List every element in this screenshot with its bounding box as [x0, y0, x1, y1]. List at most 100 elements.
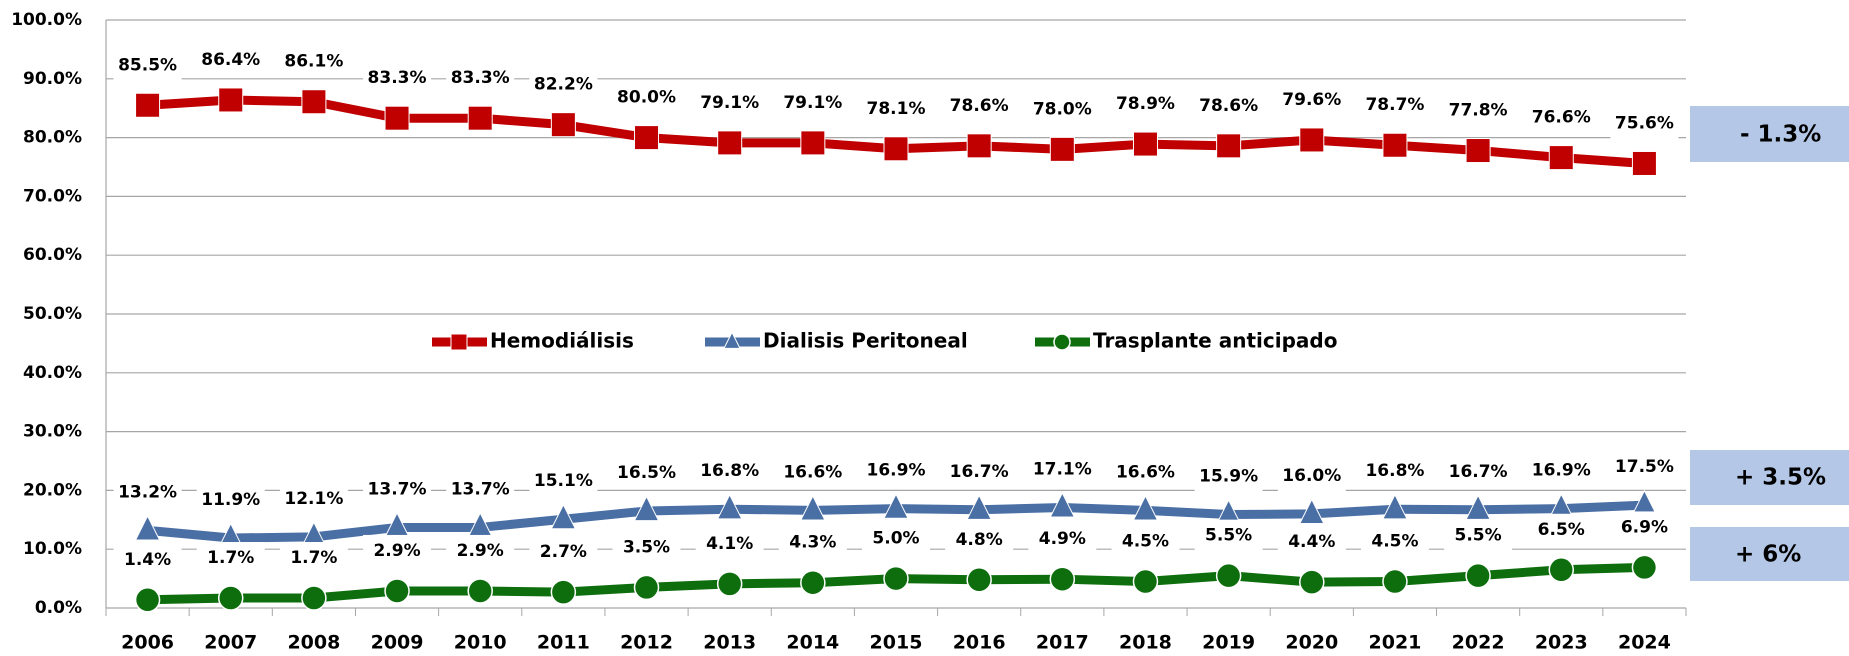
legend-label: Trasplante anticipado [1093, 329, 1337, 353]
data-label: 3.5% [623, 537, 670, 557]
marker [1216, 133, 1242, 159]
x-tick-label: 2011 [537, 632, 590, 654]
data-label-box [778, 526, 847, 559]
data-label: 16.0% [1282, 466, 1341, 486]
data-label: 79.1% [783, 93, 842, 113]
marker [1465, 494, 1491, 520]
data-label: 2.7% [540, 542, 587, 562]
y-tick-label: 50.0% [23, 304, 82, 324]
data-label: 13.7% [451, 479, 510, 499]
data-label: 78.1% [867, 99, 926, 119]
marker [550, 503, 577, 530]
data-label-box [1194, 89, 1263, 122]
marker [1299, 569, 1325, 595]
marker [134, 514, 161, 541]
data-label-box [1028, 523, 1097, 556]
x-tick-label: 2012 [620, 632, 673, 654]
data-label: 12.1% [284, 489, 343, 509]
marker [716, 571, 743, 597]
marker [134, 587, 161, 613]
marker [634, 125, 660, 151]
data-label: 5.5% [1205, 526, 1252, 546]
data-label-box [529, 536, 598, 569]
data-label-box [945, 455, 1014, 488]
x-tick-label: 2023 [1535, 632, 1588, 654]
data-label-box [1111, 88, 1180, 121]
data-label: 6.9% [1621, 517, 1668, 537]
data-label-box [1277, 526, 1346, 559]
marker [217, 585, 244, 611]
annotation: + 3.5% [1735, 465, 1826, 491]
data-label: 16.8% [700, 461, 759, 481]
data-label-box [279, 542, 348, 575]
marker [301, 89, 327, 115]
marker [1382, 132, 1408, 158]
data-label: 76.6% [1532, 108, 1591, 128]
data-label: 75.6% [1615, 113, 1674, 133]
marker [384, 105, 410, 131]
y-tick-label: 20.0% [23, 480, 82, 500]
marker [716, 493, 743, 520]
marker [1465, 138, 1491, 164]
data-label-box [1194, 460, 1263, 493]
x-tick-label: 2020 [1285, 632, 1338, 654]
x-tick-label: 2019 [1202, 632, 1255, 654]
marker [717, 130, 743, 156]
y-tick-label: 30.0% [23, 422, 82, 442]
data-label: 4.8% [956, 530, 1003, 550]
data-label: 16.7% [950, 462, 1009, 482]
marker [550, 112, 576, 138]
data-label: 86.4% [201, 50, 260, 70]
data-label-box [1194, 519, 1263, 552]
data-label-box [196, 43, 265, 76]
data-label: 16.7% [1449, 462, 1508, 482]
x-tick-label: 2018 [1119, 632, 1172, 654]
data-label-box [862, 92, 930, 125]
marker [1382, 493, 1408, 520]
data-label-box [1028, 453, 1097, 486]
marker [1631, 554, 1658, 581]
marker [467, 105, 493, 131]
legend-label: Hemodiálisis [490, 329, 634, 353]
data-label: 13.7% [368, 479, 427, 499]
x-tick-label: 2014 [786, 632, 839, 654]
marker [1132, 131, 1158, 157]
data-label: 16.6% [783, 462, 842, 482]
data-label-box [113, 476, 182, 509]
data-label: 16.9% [1532, 461, 1591, 481]
data-label-box [1444, 94, 1513, 127]
data-label-box [1527, 454, 1596, 487]
data-label: 16.6% [1116, 462, 1175, 482]
data-label: 79.1% [700, 93, 759, 113]
data-label-box [1527, 101, 1596, 134]
x-tick-label: 2007 [204, 632, 257, 654]
x-tick-label: 2006 [121, 632, 174, 654]
data-label-box [1360, 525, 1429, 558]
marker [1053, 333, 1071, 351]
data-label-box [1610, 107, 1679, 140]
data-label: 15.1% [534, 471, 593, 491]
marker [883, 565, 909, 592]
data-label-box [778, 456, 847, 489]
data-label-box [1527, 513, 1596, 546]
x-tick-label: 2010 [454, 632, 507, 654]
y-tick-label: 40.0% [23, 363, 82, 383]
y-tick-label: 10.0% [23, 539, 82, 559]
data-label-box [1111, 456, 1180, 489]
marker [800, 569, 826, 596]
legend-label: Dialisis Peritoneal [763, 329, 968, 353]
x-tick-label: 2015 [870, 632, 923, 654]
marker [1298, 498, 1325, 525]
data-label-box [612, 81, 681, 114]
data-label: 78.6% [950, 96, 1009, 116]
x-tick-label: 2008 [287, 632, 340, 654]
data-label-box [279, 482, 348, 515]
data-label: 79.6% [1282, 90, 1341, 110]
marker [1049, 491, 1076, 518]
x-tick-label: 2009 [371, 632, 424, 654]
data-label: 5.0% [872, 529, 919, 549]
data-label: 78.7% [1365, 95, 1424, 115]
annotation-box [1690, 106, 1849, 162]
data-label-box [113, 543, 182, 576]
y-tick-label: 80.0% [23, 128, 82, 148]
